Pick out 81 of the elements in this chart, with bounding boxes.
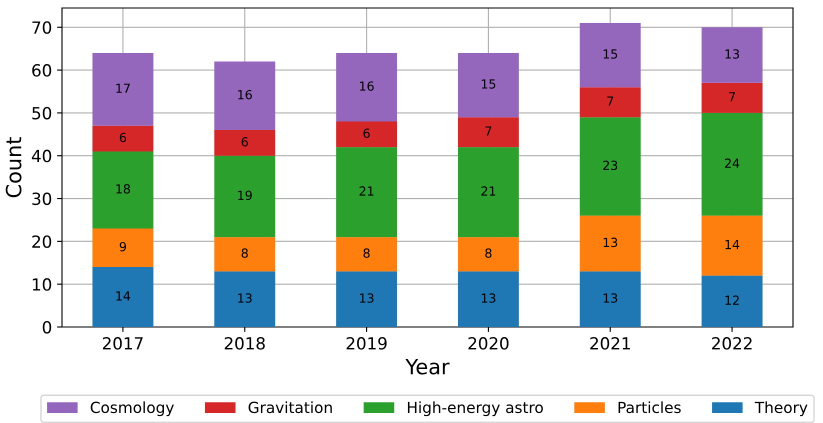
x-tick-label: 2021 — [590, 337, 630, 350]
bar — [336, 271, 398, 327]
bar — [580, 216, 641, 272]
data-label: 13 — [482, 293, 496, 303]
data-label: 8 — [242, 248, 248, 258]
bar — [336, 52, 398, 122]
x-tick-label: 2022 — [712, 337, 752, 350]
data-label: 12 — [726, 295, 739, 305]
x-tick-label: 2017 — [102, 337, 143, 350]
data-label: 13 — [604, 238, 618, 248]
data-label: 23 — [603, 160, 618, 170]
bar — [214, 156, 276, 238]
x-tick-label: 2020 — [468, 337, 509, 350]
y-tick-label: 10 — [32, 278, 52, 291]
bar — [336, 237, 398, 272]
data-label: 14 — [116, 291, 130, 300]
bar — [92, 52, 154, 126]
data-label: 8 — [363, 248, 370, 258]
bar — [92, 151, 154, 229]
x-tick-label: 2019 — [346, 337, 387, 350]
bar — [92, 126, 154, 152]
data-label: 8 — [485, 248, 492, 258]
data-label: 18 — [116, 184, 130, 194]
data-label: 6 — [120, 132, 126, 142]
data-label: 9 — [120, 242, 126, 252]
data-label: 21 — [360, 186, 374, 196]
bar — [702, 82, 763, 113]
bar — [702, 112, 763, 216]
y-tick-label: 60 — [32, 64, 52, 77]
bar — [214, 237, 276, 272]
y-tick-label: 0 — [42, 320, 52, 334]
data-label: 7 — [607, 96, 614, 106]
data-label: 6 — [363, 128, 370, 138]
data-label: 15 — [604, 49, 618, 59]
y-tick-label: 30 — [32, 192, 52, 206]
bar — [580, 22, 641, 88]
data-label: 16 — [238, 90, 252, 100]
x-tick-label: 2018 — [224, 337, 265, 350]
data-label: 15 — [482, 79, 496, 89]
bar — [580, 271, 641, 327]
bar — [458, 271, 519, 327]
bar — [458, 52, 519, 118]
data-label: 7 — [485, 126, 492, 136]
data-label: 6 — [242, 137, 248, 147]
bar — [214, 62, 276, 130]
legend-label: Gravitation — [248, 401, 332, 414]
bar — [458, 147, 519, 238]
legend-label: Theory — [754, 401, 808, 416]
data-label: 16 — [360, 81, 374, 91]
bar — [458, 237, 519, 272]
data-label: 7 — [729, 92, 735, 102]
y-tick-label: 70 — [32, 21, 52, 34]
legend-label: Cosmology — [90, 401, 174, 416]
data-label: 21 — [481, 186, 496, 196]
data-label: 13 — [726, 49, 740, 59]
legend-label: Particles — [618, 401, 681, 414]
bar — [92, 267, 154, 327]
x-axis-title: Year — [405, 359, 450, 375]
data-label: 13 — [360, 293, 374, 303]
bar — [336, 121, 398, 148]
bar — [702, 276, 763, 327]
bar — [214, 271, 276, 327]
bar — [702, 216, 763, 276]
legend-label: High-energy astro — [408, 401, 543, 416]
bar — [92, 228, 154, 268]
bar — [702, 27, 763, 83]
data-label: 24 — [725, 158, 740, 168]
data-label: 14 — [726, 240, 740, 250]
y-tick-label: 40 — [32, 150, 52, 162]
y-tick-label: 20 — [32, 235, 52, 248]
y-axis-title: Count — [6, 137, 22, 198]
data-label: 13 — [604, 293, 618, 303]
bar — [336, 147, 398, 238]
data-label: 19 — [238, 190, 252, 200]
bar — [580, 117, 641, 216]
data-label: 13 — [238, 293, 252, 303]
data-label: 17 — [116, 84, 130, 93]
y-tick-label: 50 — [32, 106, 52, 120]
bar — [458, 117, 519, 148]
bar — [580, 87, 641, 118]
bar — [214, 130, 276, 156]
